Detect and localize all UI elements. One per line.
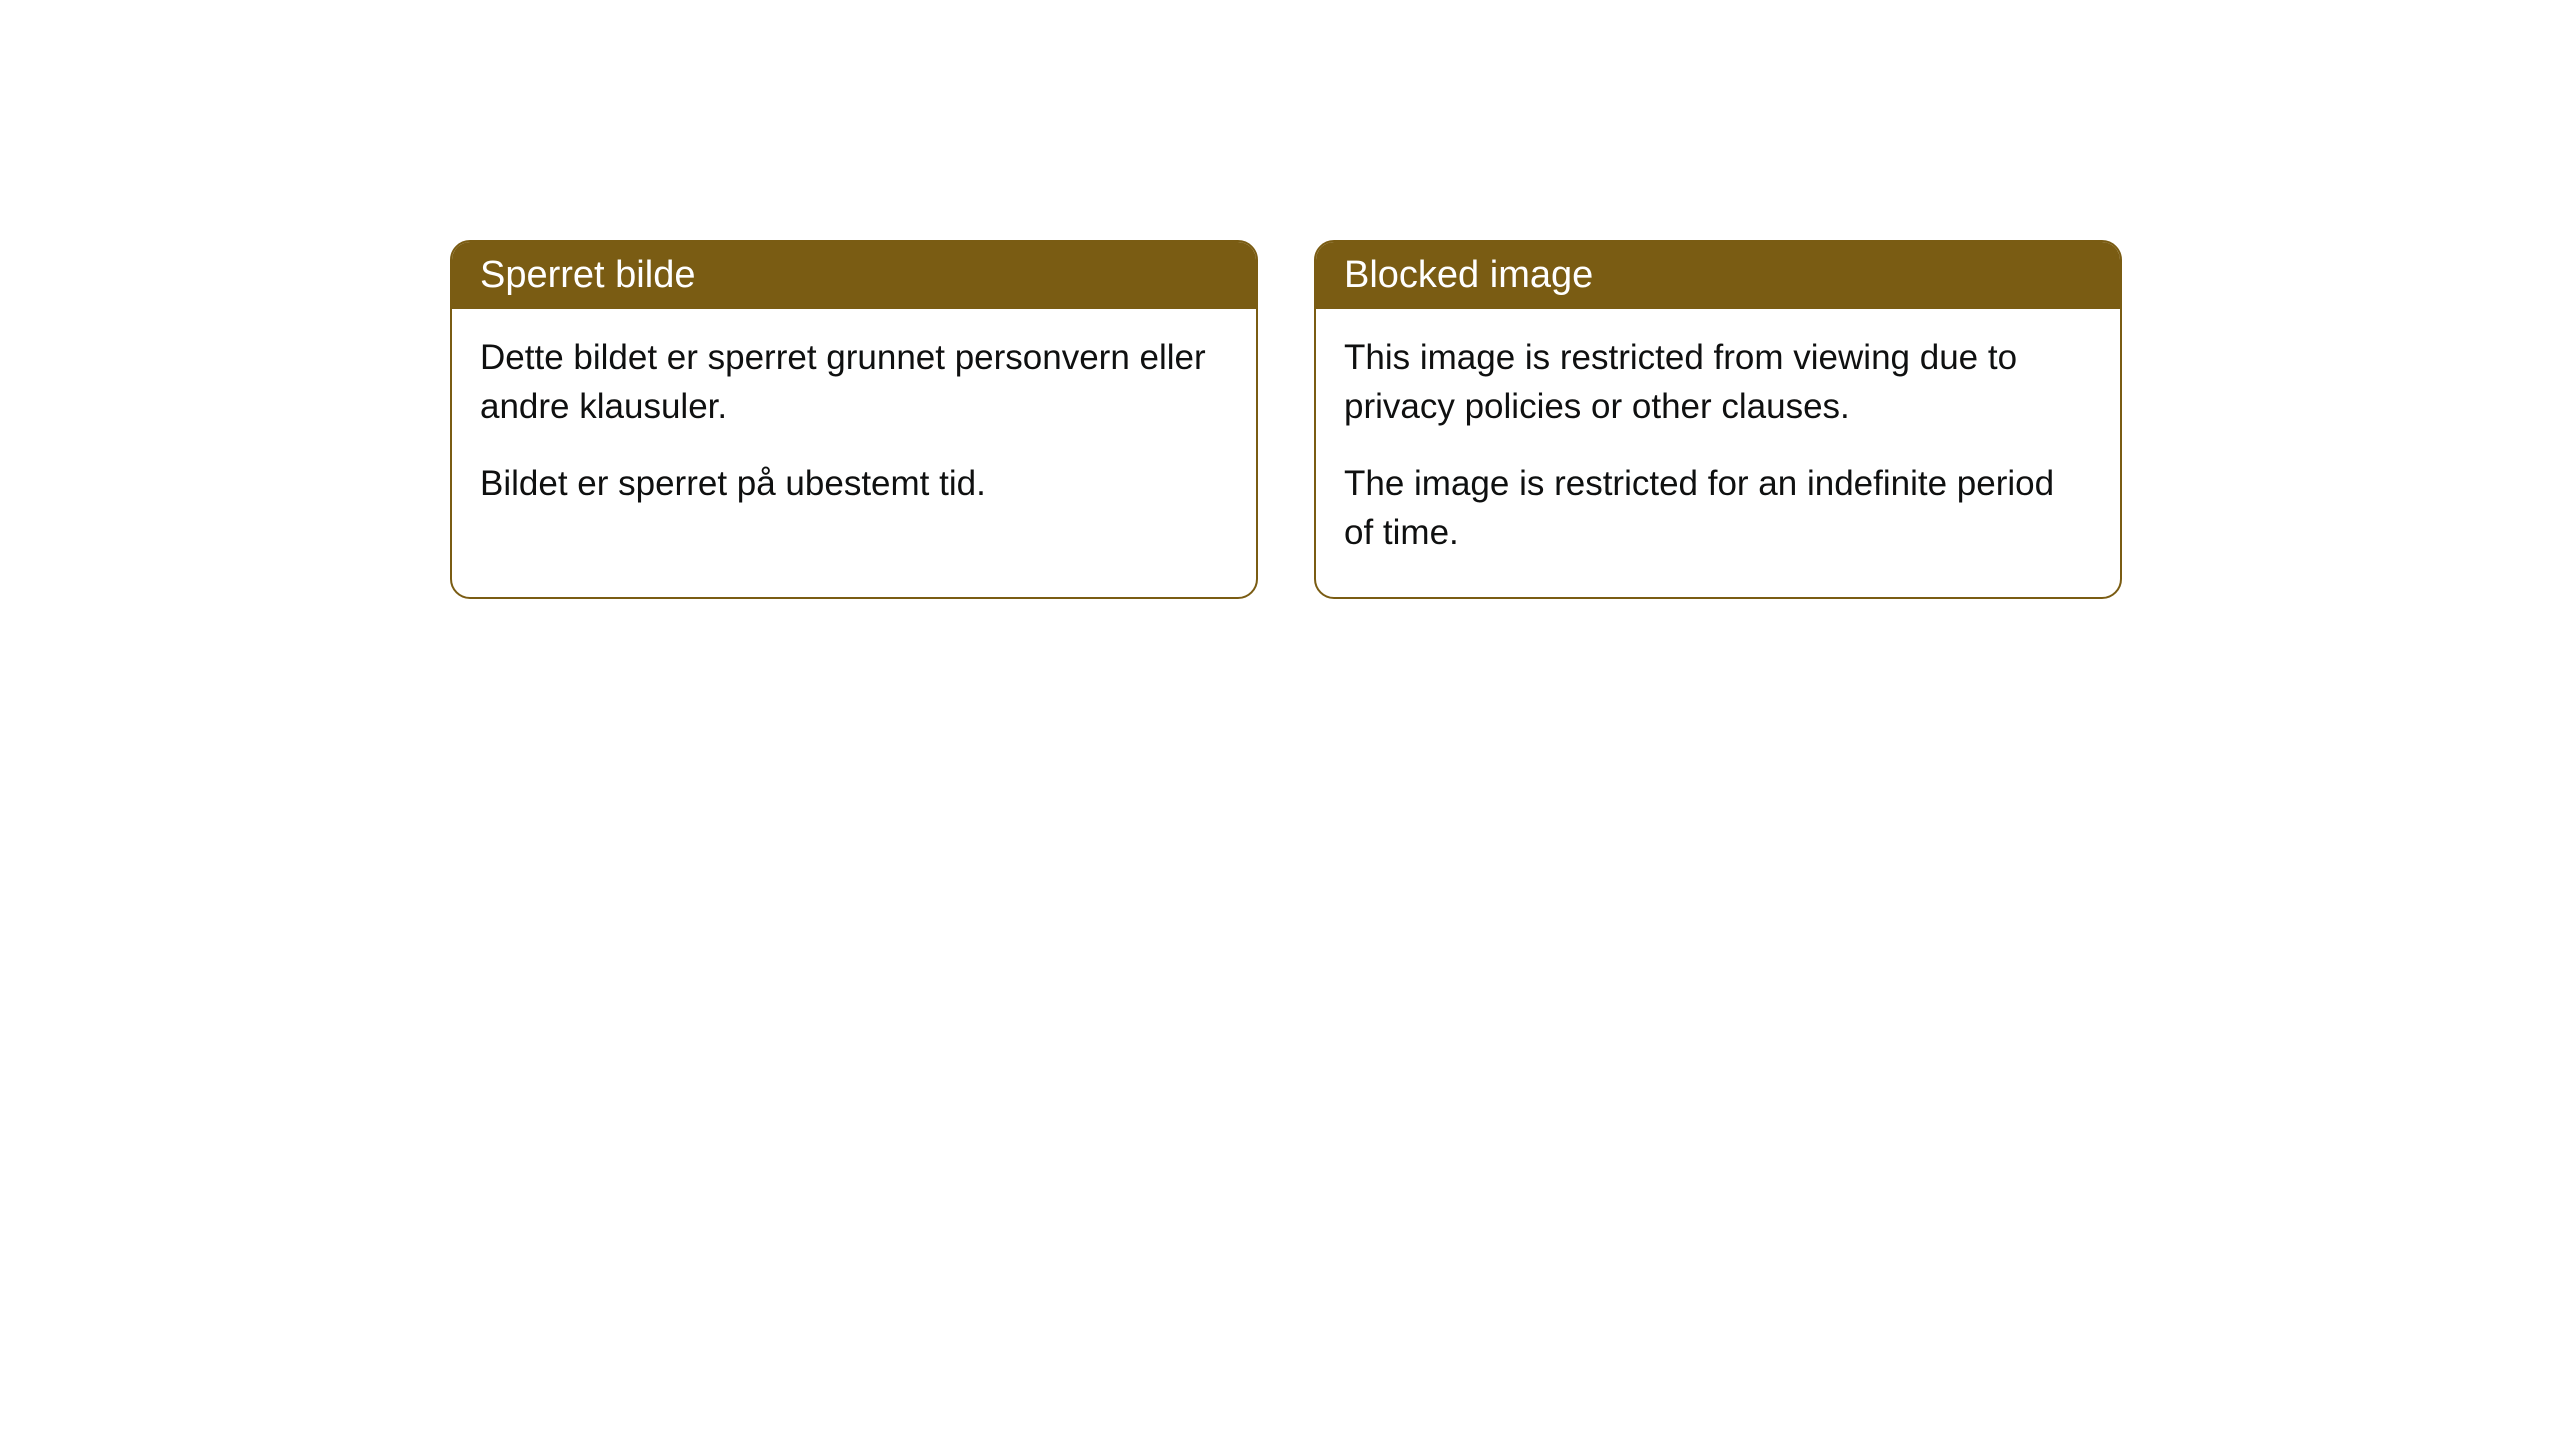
card-body: This image is restricted from viewing du…	[1316, 309, 2120, 597]
card-body: Dette bildet er sperret grunnet personve…	[452, 309, 1256, 548]
card-paragraph: Bildet er sperret på ubestemt tid.	[480, 459, 1228, 508]
blocked-image-card-norwegian: Sperret bilde Dette bildet er sperret gr…	[450, 240, 1258, 599]
card-title: Sperret bilde	[480, 254, 695, 296]
card-header: Sperret bilde	[452, 242, 1256, 309]
card-paragraph: The image is restricted for an indefinit…	[1344, 459, 2092, 557]
card-title: Blocked image	[1344, 254, 1593, 296]
card-paragraph: Dette bildet er sperret grunnet personve…	[480, 333, 1228, 431]
card-paragraph: This image is restricted from viewing du…	[1344, 333, 2092, 431]
blocked-image-card-english: Blocked image This image is restricted f…	[1314, 240, 2122, 599]
cards-container: Sperret bilde Dette bildet er sperret gr…	[450, 240, 2122, 599]
card-header: Blocked image	[1316, 242, 2120, 309]
